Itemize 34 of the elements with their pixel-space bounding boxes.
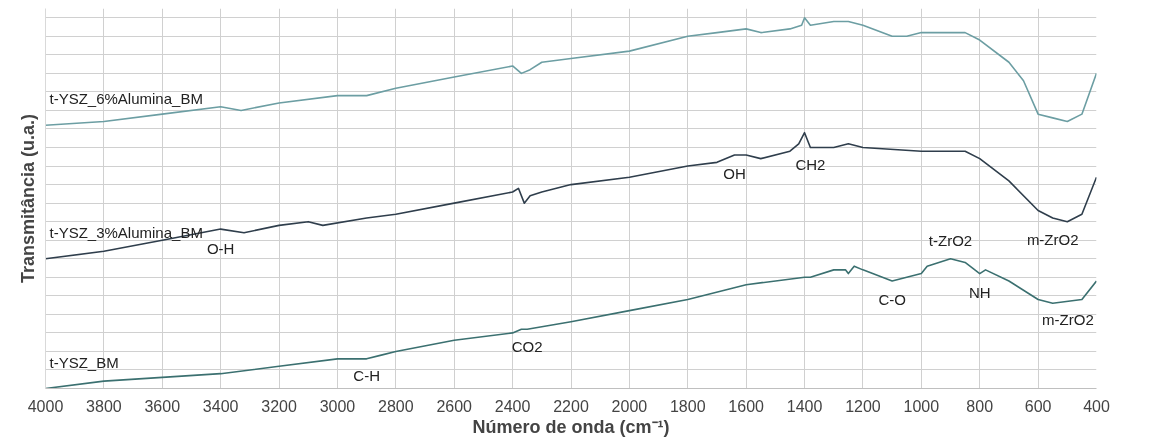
x-tick-label: 1600	[728, 397, 765, 415]
x-tick-label: 600	[1024, 397, 1052, 415]
x-tick-label: 2200	[553, 397, 589, 415]
series-label: t-YSZ_3%Alumina_BM	[49, 223, 203, 241]
x-tick-label: 3000	[319, 397, 356, 415]
x-tick-label: 2000	[611, 397, 648, 415]
x-tick-label: 3800	[86, 397, 122, 415]
annotation: CO2	[511, 337, 543, 355]
annotation: NH	[968, 284, 991, 302]
annotation: O-H	[206, 239, 235, 257]
x-tick-label: 800	[966, 397, 994, 415]
annotation: C-H	[353, 367, 380, 385]
annotation: m-ZrO2	[1042, 311, 1094, 329]
y-axis-title: Transmitância (u.a.)	[17, 113, 38, 284]
annotation: t-ZrO2	[928, 232, 973, 250]
x-tick-label: 1800	[669, 397, 706, 415]
annotation: m-ZrO2	[1026, 231, 1079, 249]
x-tick-label: 2600	[436, 397, 473, 415]
annotation: CH2	[795, 156, 826, 174]
x-tick-label: 1000	[903, 397, 940, 415]
annotation: C-O	[878, 291, 906, 309]
x-tick-label: 2400	[494, 397, 531, 415]
x-tick-label: 1200	[845, 397, 881, 415]
series-label: t-YSZ_BM	[49, 353, 119, 371]
x-tick-label: 400	[1083, 397, 1110, 415]
x-axis-title: Número de onda (cm⁻¹)	[472, 416, 670, 437]
annotation: OH	[723, 165, 746, 183]
x-tick-label: 3400	[202, 397, 239, 415]
series-label: t-YSZ_6%Alumina_BM	[49, 90, 203, 108]
x-tick-label: 2800	[378, 397, 414, 415]
x-tick-label: 3600	[144, 397, 181, 415]
x-tick-label: 3200	[261, 397, 297, 415]
x-tick-label: 4000	[27, 397, 64, 415]
x-tick-label: 1400	[786, 397, 823, 415]
